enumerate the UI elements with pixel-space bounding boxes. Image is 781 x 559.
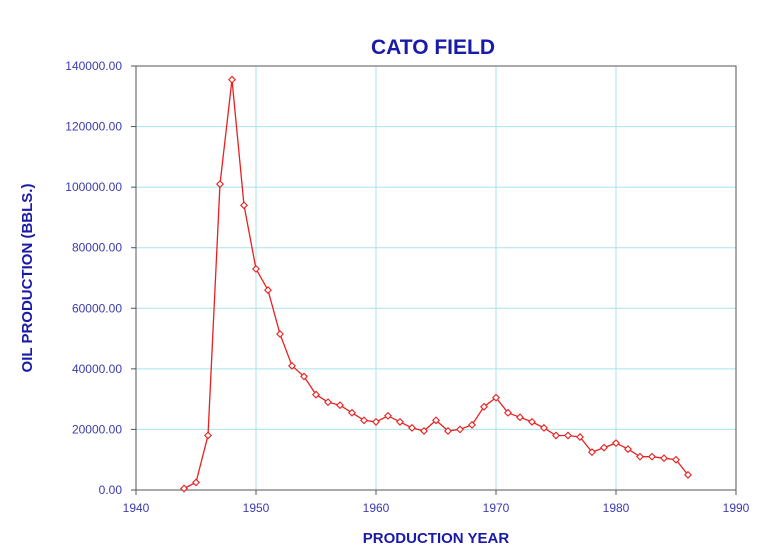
data-point xyxy=(336,401,344,410)
data-point xyxy=(684,470,692,479)
data-point xyxy=(192,478,200,487)
data-point xyxy=(624,445,632,454)
data-point xyxy=(588,448,596,457)
data-point xyxy=(648,452,656,461)
data-point xyxy=(324,398,332,407)
chart-title: CATO FIELD xyxy=(371,36,495,59)
x-tick-label: 1970 xyxy=(483,501,510,515)
data-point xyxy=(444,426,452,435)
data-point xyxy=(480,402,488,411)
data-point xyxy=(348,408,356,417)
y-tick-label: 100000.00 xyxy=(65,180,122,194)
y-tick-label: 40000.00 xyxy=(72,362,122,376)
data-point xyxy=(492,393,500,402)
data-point xyxy=(432,416,440,425)
data-point xyxy=(300,372,308,381)
data-point xyxy=(396,417,404,426)
y-tick-label: 60000.00 xyxy=(72,301,122,315)
data-point xyxy=(360,416,368,425)
data-point xyxy=(252,264,260,273)
x-tick-label: 1990 xyxy=(723,501,750,515)
x-tick-label: 1960 xyxy=(363,501,390,515)
data-point xyxy=(552,431,560,440)
data-point xyxy=(516,413,524,422)
data-point xyxy=(240,201,248,210)
x-tick-label: 1980 xyxy=(603,501,630,515)
series-layer xyxy=(180,75,692,493)
data-point xyxy=(456,425,464,434)
data-point xyxy=(276,330,284,339)
x-tick-label: 1950 xyxy=(243,501,270,515)
data-point xyxy=(504,408,512,417)
x-axis-label: PRODUCTION YEAR xyxy=(363,530,510,547)
data-point xyxy=(576,433,584,441)
data-point xyxy=(468,420,476,429)
data-point xyxy=(540,423,548,432)
y-tick-label: 0.00 xyxy=(99,483,123,497)
y-tick-label: 80000.00 xyxy=(72,241,122,255)
data-point xyxy=(612,439,620,448)
series-line xyxy=(183,79,689,490)
data-point xyxy=(264,286,272,295)
data-point xyxy=(420,426,428,435)
data-point xyxy=(672,455,680,464)
plot-frame xyxy=(135,65,737,491)
y-tick-label: 120000.00 xyxy=(65,120,122,134)
y-axis-label: OIL PRODUCTION (BBLS.) xyxy=(19,184,36,373)
data-point xyxy=(528,417,536,426)
data-point xyxy=(180,484,188,493)
data-point xyxy=(636,452,644,461)
data-point xyxy=(384,411,392,420)
data-point xyxy=(564,431,572,440)
y-tick-labels: 0.00 20000.00 40000.00 60000.00 80000.00 1000… xyxy=(65,59,136,497)
data-point xyxy=(216,180,224,189)
data-point xyxy=(408,423,416,432)
data-point xyxy=(228,75,236,84)
y-tick-label: 140000.00 xyxy=(65,59,122,73)
data-point xyxy=(312,390,320,399)
x-tick-labels: 1940 1950 1960 1970 1980 1990 xyxy=(123,490,750,515)
y-tick-label: 20000.00 xyxy=(72,422,122,436)
data-point xyxy=(372,417,380,426)
data-point xyxy=(288,361,296,370)
data-point xyxy=(204,431,212,440)
x-tick-label: 1940 xyxy=(123,501,150,515)
data-point xyxy=(600,443,608,452)
data-point xyxy=(660,454,668,463)
